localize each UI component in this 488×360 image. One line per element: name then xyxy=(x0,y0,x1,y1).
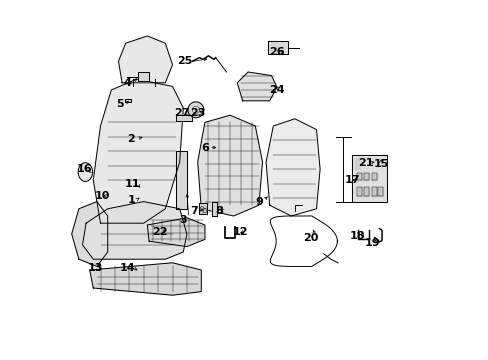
Polygon shape xyxy=(93,79,183,223)
Text: 12: 12 xyxy=(233,227,248,237)
Text: 20: 20 xyxy=(303,233,318,243)
Text: 9: 9 xyxy=(254,197,263,207)
Text: 26: 26 xyxy=(268,47,284,57)
Polygon shape xyxy=(364,187,368,196)
Polygon shape xyxy=(78,163,92,181)
Polygon shape xyxy=(212,202,217,216)
Polygon shape xyxy=(352,155,386,202)
Text: 18: 18 xyxy=(349,231,365,241)
Polygon shape xyxy=(72,202,107,266)
Polygon shape xyxy=(147,218,204,247)
Text: 16: 16 xyxy=(76,164,92,174)
Polygon shape xyxy=(354,158,359,169)
Polygon shape xyxy=(265,119,320,216)
Text: 11: 11 xyxy=(125,179,141,189)
Polygon shape xyxy=(82,202,186,259)
Polygon shape xyxy=(118,36,172,83)
Text: 2: 2 xyxy=(127,134,135,144)
Polygon shape xyxy=(187,102,203,118)
Polygon shape xyxy=(371,187,376,196)
Text: 7: 7 xyxy=(190,206,198,216)
Text: 4: 4 xyxy=(123,78,131,88)
Text: 8: 8 xyxy=(215,206,223,216)
Text: 17: 17 xyxy=(344,175,360,185)
Polygon shape xyxy=(371,173,376,180)
Polygon shape xyxy=(176,115,192,121)
Text: 24: 24 xyxy=(268,85,284,95)
Polygon shape xyxy=(237,72,276,101)
Polygon shape xyxy=(267,41,287,54)
Polygon shape xyxy=(89,263,201,295)
Text: 19: 19 xyxy=(364,238,379,248)
Text: 10: 10 xyxy=(94,191,110,201)
Polygon shape xyxy=(197,115,262,216)
Polygon shape xyxy=(356,173,362,180)
Polygon shape xyxy=(199,203,206,214)
Text: 6: 6 xyxy=(201,143,208,153)
Text: 21: 21 xyxy=(358,158,373,168)
Text: 13: 13 xyxy=(87,263,102,273)
Text: 22: 22 xyxy=(152,227,167,237)
Polygon shape xyxy=(356,187,362,196)
Text: 15: 15 xyxy=(373,159,388,169)
Polygon shape xyxy=(138,72,149,81)
Text: 1: 1 xyxy=(127,195,135,205)
Text: 25: 25 xyxy=(177,56,192,66)
Polygon shape xyxy=(125,99,131,102)
Text: 3: 3 xyxy=(179,215,187,225)
Polygon shape xyxy=(364,173,368,180)
Text: 5: 5 xyxy=(116,99,124,109)
Text: 14: 14 xyxy=(120,263,135,273)
Polygon shape xyxy=(176,151,186,209)
Text: 23: 23 xyxy=(190,108,205,118)
Polygon shape xyxy=(377,187,382,196)
Text: 27: 27 xyxy=(173,108,189,118)
